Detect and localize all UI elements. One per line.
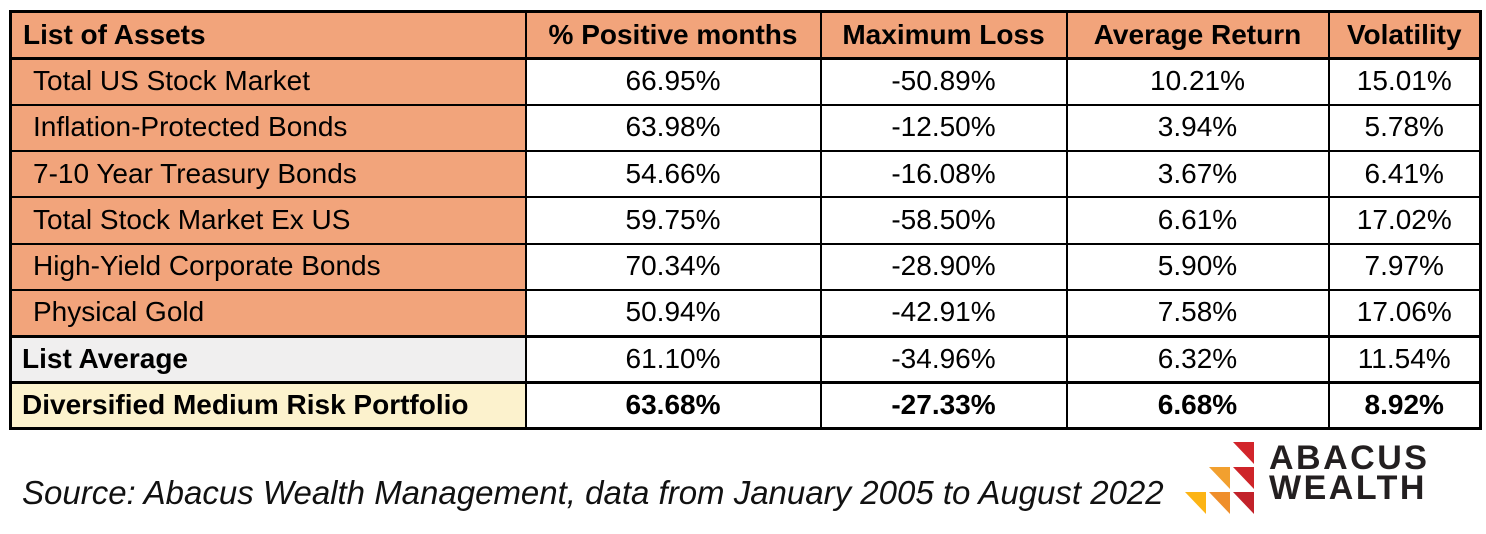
maximum-loss-cell: -58.50%: [819, 196, 1068, 245]
positive-months-cell: 63.98%: [524, 103, 822, 153]
positive-months-cell: 54.66%: [524, 149, 822, 199]
volatility-cell: 8.92%: [1327, 380, 1482, 430]
maximum-loss-cell: -28.90%: [819, 242, 1068, 291]
positive-months-cell: 50.94%: [524, 288, 822, 338]
average-return-cell: 6.32%: [1065, 334, 1330, 384]
asset-name-cell: 7-10 Year Treasury Bonds: [9, 149, 527, 199]
column-header-volatility: Volatility: [1327, 10, 1482, 60]
logo-wordmark: ABACUS WEALTH: [1269, 439, 1430, 507]
abacus-wealth-logo: ABACUS WEALTH: [1184, 439, 1430, 516]
table-row-high-yield-corporate-bonds: High-Yield Corporate Bonds 70.34% -28.90…: [9, 242, 1482, 291]
positive-months-cell: 61.10%: [524, 334, 822, 384]
average-return-cell: 3.94%: [1065, 103, 1330, 153]
asset-name-cell: List Average: [9, 334, 527, 384]
volatility-cell: 17.02%: [1327, 196, 1482, 245]
positive-months-cell: 63.68%: [524, 380, 822, 430]
asset-name-cell: Physical Gold: [9, 288, 527, 338]
average-return-cell: 6.68%: [1065, 380, 1330, 430]
maximum-loss-cell: -12.50%: [819, 103, 1068, 153]
table-row-inflation-protected-bonds: Inflation-Protected Bonds 63.98% -12.50%…: [9, 103, 1482, 153]
average-return-cell: 5.90%: [1065, 242, 1330, 291]
volatility-cell: 15.01%: [1327, 57, 1482, 106]
column-header-list-of-assets: List of Assets: [9, 10, 527, 60]
asset-name-cell: Total US Stock Market: [9, 57, 527, 106]
asset-name-cell: Inflation-Protected Bonds: [9, 103, 527, 153]
asset-name-cell: Diversified Medium Risk Portfolio: [9, 380, 527, 430]
abacus-triangles-icon: [1185, 442, 1254, 514]
header-row: List of Assets % Positive months Maximum…: [9, 10, 1482, 60]
asset-name-cell: Total Stock Market Ex US: [9, 196, 527, 245]
maximum-loss-cell: -34.96%: [819, 334, 1068, 384]
table-row-treasury-bonds: 7-10 Year Treasury Bonds 54.66% -16.08% …: [9, 149, 1482, 199]
average-return-cell: 6.61%: [1065, 196, 1330, 245]
source-note: Source: Abacus Wealth Management, data f…: [22, 474, 1164, 511]
average-return-cell: 7.58%: [1065, 288, 1330, 338]
volatility-cell: 7.97%: [1327, 242, 1482, 291]
column-header-average-return: Average Return: [1065, 10, 1330, 60]
positive-months-cell: 70.34%: [524, 242, 822, 291]
logo-wordmark-line2: WEALTH: [1269, 469, 1427, 507]
volatility-cell: 11.54%: [1327, 334, 1482, 384]
volatility-cell: 5.78%: [1327, 103, 1482, 153]
maximum-loss-cell: -27.33%: [819, 380, 1068, 430]
average-return-cell: 3.67%: [1065, 149, 1330, 199]
positive-months-cell: 66.95%: [524, 57, 822, 106]
table-row-total-us-stock-market: Total US Stock Market 66.95% -50.89% 10.…: [9, 57, 1482, 106]
table-row-total-stock-market-ex-us: Total Stock Market Ex US 59.75% -58.50% …: [9, 196, 1482, 245]
asset-statistics-table: List of Assets % Positive months Maximum…: [9, 10, 1482, 430]
positive-months-cell: 59.75%: [524, 196, 822, 245]
table-row-diversified-portfolio: Diversified Medium Risk Portfolio 63.68%…: [9, 380, 1482, 430]
average-return-cell: 10.21%: [1065, 57, 1330, 106]
maximum-loss-cell: -16.08%: [819, 149, 1068, 199]
logo-wordmark-line1: ABACUS: [1269, 439, 1430, 477]
asset-name-cell: High-Yield Corporate Bonds: [9, 242, 527, 291]
column-header-maximum-loss: Maximum Loss: [819, 10, 1068, 60]
table-row-list-average: List Average 61.10% -34.96% 6.32% 11.54%: [9, 334, 1482, 384]
table-row-physical-gold: Physical Gold 50.94% -42.91% 7.58% 17.06…: [9, 288, 1482, 338]
column-header-positive-months: % Positive months: [524, 10, 822, 60]
maximum-loss-cell: -50.89%: [819, 57, 1068, 106]
volatility-cell: 17.06%: [1327, 288, 1482, 338]
maximum-loss-cell: -42.91%: [819, 288, 1068, 338]
volatility-cell: 6.41%: [1327, 149, 1482, 199]
